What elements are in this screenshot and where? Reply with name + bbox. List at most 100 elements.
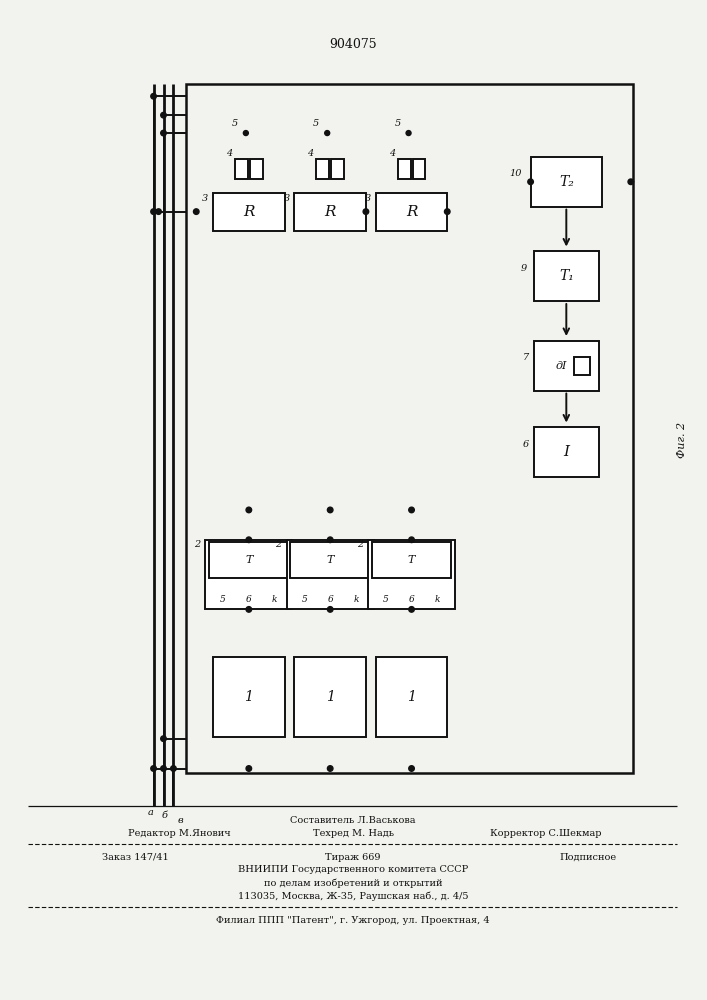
Text: 1: 1	[245, 690, 253, 704]
Text: T₂: T₂	[559, 175, 574, 189]
Bar	[213, 193, 284, 231]
Bar	[331, 159, 344, 179]
Text: 904075: 904075	[329, 38, 377, 51]
Text: Техред М. Надь: Техред М. Надь	[312, 829, 394, 838]
Text: 6: 6	[523, 440, 530, 449]
Text: Редактор М.Янович: Редактор М.Янович	[128, 829, 230, 838]
Text: Заказ 147/41: Заказ 147/41	[102, 853, 169, 862]
Text: 5: 5	[220, 595, 226, 604]
Circle shape	[160, 130, 166, 136]
Text: Филиал ППП "Патент", г. Ужгород, ул. Проектная, 4: Филиал ППП "Патент", г. Ужгород, ул. Про…	[216, 916, 490, 925]
Text: a: a	[148, 808, 153, 817]
Text: 4: 4	[389, 149, 395, 158]
Circle shape	[327, 766, 333, 771]
Circle shape	[409, 766, 414, 771]
Text: в: в	[177, 816, 183, 825]
Circle shape	[243, 131, 248, 136]
Text: Тираж 669: Тираж 669	[325, 853, 381, 862]
Text: T₁: T₁	[559, 269, 574, 283]
Text: 6: 6	[246, 595, 252, 604]
Bar	[291, 542, 370, 578]
Text: 10: 10	[510, 169, 522, 178]
Text: T: T	[327, 555, 334, 565]
Bar	[397, 159, 411, 179]
Text: k: k	[435, 595, 440, 604]
Circle shape	[327, 607, 333, 612]
Bar	[286, 540, 374, 609]
Circle shape	[528, 179, 533, 185]
Text: R: R	[243, 205, 255, 219]
Circle shape	[246, 507, 252, 513]
Text: Фиг. 2: Фиг. 2	[677, 422, 687, 458]
Circle shape	[246, 766, 252, 771]
Text: б: б	[161, 811, 168, 820]
Circle shape	[151, 209, 156, 214]
Text: 5: 5	[232, 119, 238, 128]
Bar	[213, 657, 284, 737]
Circle shape	[151, 766, 156, 771]
Bar	[534, 251, 599, 301]
Text: дІ: дІ	[556, 361, 567, 371]
Text: 3: 3	[202, 194, 209, 203]
Circle shape	[445, 209, 450, 214]
Circle shape	[327, 507, 333, 513]
Circle shape	[246, 607, 252, 612]
Bar	[534, 341, 599, 391]
Text: 2: 2	[357, 540, 363, 549]
Text: T: T	[408, 555, 415, 565]
Bar	[412, 159, 426, 179]
Bar	[368, 540, 455, 609]
Text: Подписное: Подписное	[559, 853, 617, 862]
Circle shape	[325, 131, 329, 136]
Bar	[574, 357, 590, 375]
Text: 113035, Москва, Ж-35, Раушская наб., д. 4/5: 113035, Москва, Ж-35, Раушская наб., д. …	[238, 891, 468, 901]
Circle shape	[160, 112, 166, 118]
Circle shape	[160, 736, 166, 741]
Text: 1: 1	[326, 690, 334, 704]
Text: 9: 9	[521, 264, 527, 273]
Text: 3: 3	[284, 194, 290, 203]
Text: по делам изобретений и открытий: по делам изобретений и открытий	[264, 878, 443, 888]
Text: 7: 7	[523, 353, 530, 362]
Text: T: T	[245, 555, 252, 565]
Text: k: k	[272, 595, 277, 604]
Circle shape	[363, 209, 368, 214]
Text: k: k	[354, 595, 358, 604]
Circle shape	[409, 537, 414, 543]
Text: 4: 4	[226, 149, 232, 158]
Bar	[316, 159, 329, 179]
Text: 3: 3	[365, 194, 371, 203]
Text: Составитель Л.Васькова: Составитель Л.Васькова	[291, 816, 416, 825]
Text: 6: 6	[327, 595, 333, 604]
Text: ВНИИПИ Государственного комитета СССР: ВНИИПИ Государственного комитета СССР	[238, 865, 468, 874]
Circle shape	[409, 507, 414, 513]
Text: 6: 6	[409, 595, 414, 604]
Circle shape	[151, 93, 156, 99]
Bar	[205, 540, 293, 609]
Circle shape	[406, 131, 411, 136]
Text: 5: 5	[313, 119, 320, 128]
Bar	[534, 427, 599, 477]
Text: 5: 5	[301, 595, 308, 604]
Text: 2: 2	[276, 540, 281, 549]
Bar	[187, 84, 633, 773]
Circle shape	[170, 766, 176, 771]
Text: R: R	[325, 205, 336, 219]
Text: 4: 4	[308, 149, 313, 158]
Bar	[376, 193, 448, 231]
Bar	[295, 657, 366, 737]
Circle shape	[156, 209, 161, 214]
Circle shape	[246, 537, 252, 543]
Bar	[530, 157, 602, 207]
Bar	[376, 657, 448, 737]
Text: 5: 5	[395, 119, 401, 128]
Text: 1: 1	[407, 690, 416, 704]
Bar	[295, 193, 366, 231]
Bar	[372, 542, 451, 578]
Text: I: I	[563, 445, 569, 459]
Text: R: R	[406, 205, 417, 219]
Text: Корректор С.Шекмар: Корректор С.Шекмар	[490, 829, 601, 838]
Circle shape	[409, 607, 414, 612]
Bar	[209, 542, 288, 578]
Bar	[235, 159, 248, 179]
